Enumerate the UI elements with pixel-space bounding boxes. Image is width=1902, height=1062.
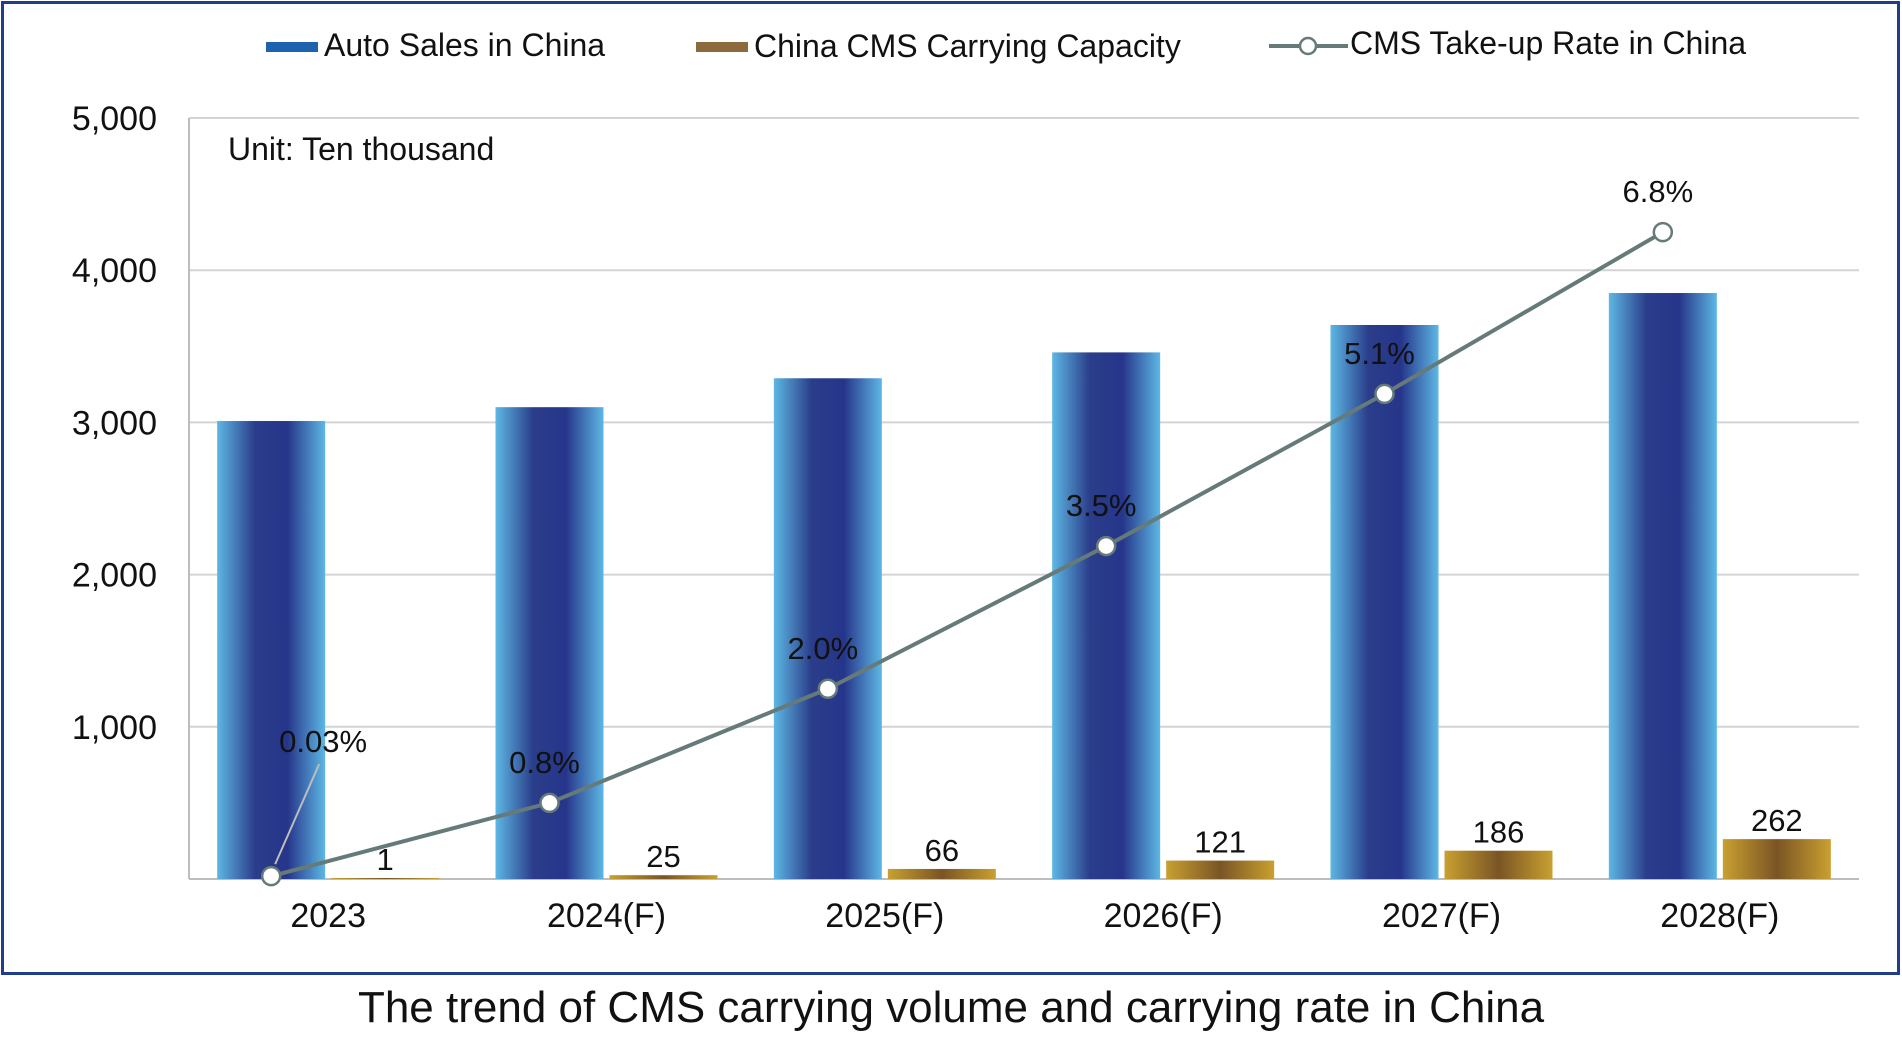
y-axis-ticks: 5,000 4,000 3,000 2,000 1,000 <box>72 100 157 747</box>
y-tick-label: 3,000 <box>72 404 157 442</box>
legend: Auto Sales in China China CMS Carrying Ca… <box>266 25 1746 64</box>
cms-bar <box>1444 850 1553 879</box>
legend-label-cms: China CMS Carrying Capacity <box>754 28 1181 64</box>
legend-swatch-cms <box>696 42 748 52</box>
rate-data-label: 6.8% <box>1622 174 1693 209</box>
rate-label-leader <box>274 763 321 865</box>
cms-bar <box>331 878 440 879</box>
chart-svg: 5,000 4,000 3,000 2,000 1,000 1 25 66 121 186 262… <box>72 25 1859 935</box>
y-tick-label: 5,000 <box>72 100 157 138</box>
rate-data-label: 0.8% <box>509 745 580 780</box>
cms-bar <box>609 875 718 879</box>
rate-marker <box>1095 535 1117 557</box>
x-tick-label: 2028(F) <box>1660 897 1779 935</box>
rate-data-label: 0.03% <box>279 724 367 759</box>
sales-bar <box>217 421 326 879</box>
y-tick-label: 4,000 <box>72 252 157 290</box>
unit-note: Unit: Ten thousand <box>228 131 494 167</box>
chart-frame: 5,000 4,000 3,000 2,000 1,000 1 25 66 121 186 262… <box>1 1 1900 975</box>
legend-swatch-sales <box>266 42 318 52</box>
cms-data-label: 66 <box>925 833 959 868</box>
x-tick-label: 2025(F) <box>825 897 944 935</box>
rate-line-layer: 0.03% 0.8% 2.0% 3.5% 5.1% 6.8% <box>260 174 1693 887</box>
sales-bar <box>1608 293 1717 879</box>
legend-marker-rate <box>1298 36 1318 56</box>
rate-marker <box>1374 383 1395 405</box>
sales-bar <box>1330 324 1439 879</box>
legend-label-sales: Auto Sales in China <box>324 27 605 63</box>
y-tick-label: 2,000 <box>72 557 157 595</box>
chart-caption: The trend of CMS carrying volume and car… <box>357 983 1545 1032</box>
x-tick-label: 2023 <box>290 897 366 935</box>
rate-marker <box>260 865 282 887</box>
x-tick-label: 2026(F) <box>1104 897 1223 935</box>
rate-data-label: 2.0% <box>787 631 858 666</box>
x-axis-ticks: 2023 2024(F) 2025(F) 2026(F) 2027(F) 2028(F) <box>290 897 1779 935</box>
cms-bar <box>887 868 996 879</box>
rate-marker <box>817 678 839 699</box>
sales-bar <box>1052 352 1161 879</box>
rate-data-label: 3.5% <box>1066 488 1137 523</box>
cms-data-label: 121 <box>1194 825 1246 860</box>
gridlines <box>188 117 1859 880</box>
x-tick-label: 2024(F) <box>547 897 666 935</box>
cms-bar <box>1722 839 1831 879</box>
cms-data-label: 1 <box>377 842 394 877</box>
x-tick-label: 2027(F) <box>1382 897 1501 935</box>
cms-data-label: 25 <box>646 839 680 874</box>
y-tick-label: 1,000 <box>72 709 157 747</box>
sales-bar <box>773 378 882 879</box>
rate-marker <box>1652 221 1674 243</box>
cms-data-label: 186 <box>1473 815 1525 850</box>
legend-label-rate: CMS Take-up Rate in China <box>1350 25 1746 61</box>
cms-data-label: 262 <box>1751 803 1803 838</box>
rate-data-label: 5.1% <box>1344 336 1415 371</box>
cms-bar <box>1166 860 1275 879</box>
rate-marker <box>539 792 560 814</box>
rate-line <box>270 230 1664 879</box>
